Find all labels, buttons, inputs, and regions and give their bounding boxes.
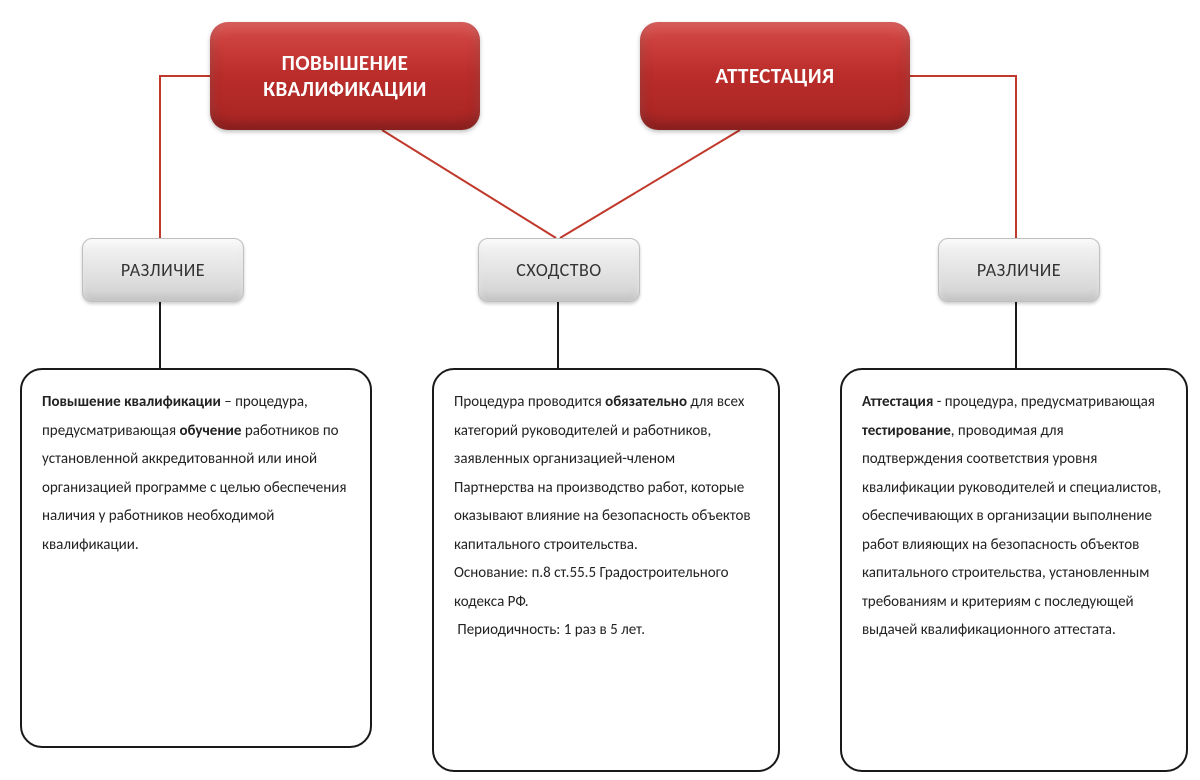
- panel-text: Процедура проводится обязательно для все…: [454, 388, 758, 645]
- panel-right: Аттестация - процедура, предусматривающа…: [840, 368, 1188, 772]
- node-top-left: ПОВЫШЕНИЕ КВАЛИФИКАЦИИ: [210, 22, 480, 130]
- node-label: АТТЕСТАЦИЯ: [715, 63, 834, 89]
- node-label: РАЗЛИЧИЕ: [977, 259, 1061, 281]
- node-label: СХОДСТВО: [516, 259, 601, 281]
- panel-center: Процедура проводится обязательно для все…: [432, 368, 780, 772]
- panel-left: Повышение квалификации – процедура, пред…: [20, 368, 372, 748]
- node-mid-left: РАЗЛИЧИЕ: [82, 238, 244, 302]
- node-mid-center: СХОДСТВО: [478, 238, 640, 302]
- node-mid-right: РАЗЛИЧИЕ: [938, 238, 1100, 302]
- panel-text: Аттестация - процедура, предусматривающа…: [862, 388, 1166, 645]
- panel-text: Повышение квалификации – процедура, пред…: [42, 388, 350, 559]
- node-label: РАЗЛИЧИЕ: [121, 259, 205, 281]
- node-label: ПОВЫШЕНИЕ КВАЛИФИКАЦИИ: [210, 50, 480, 102]
- node-top-right: АТТЕСТАЦИЯ: [640, 22, 910, 130]
